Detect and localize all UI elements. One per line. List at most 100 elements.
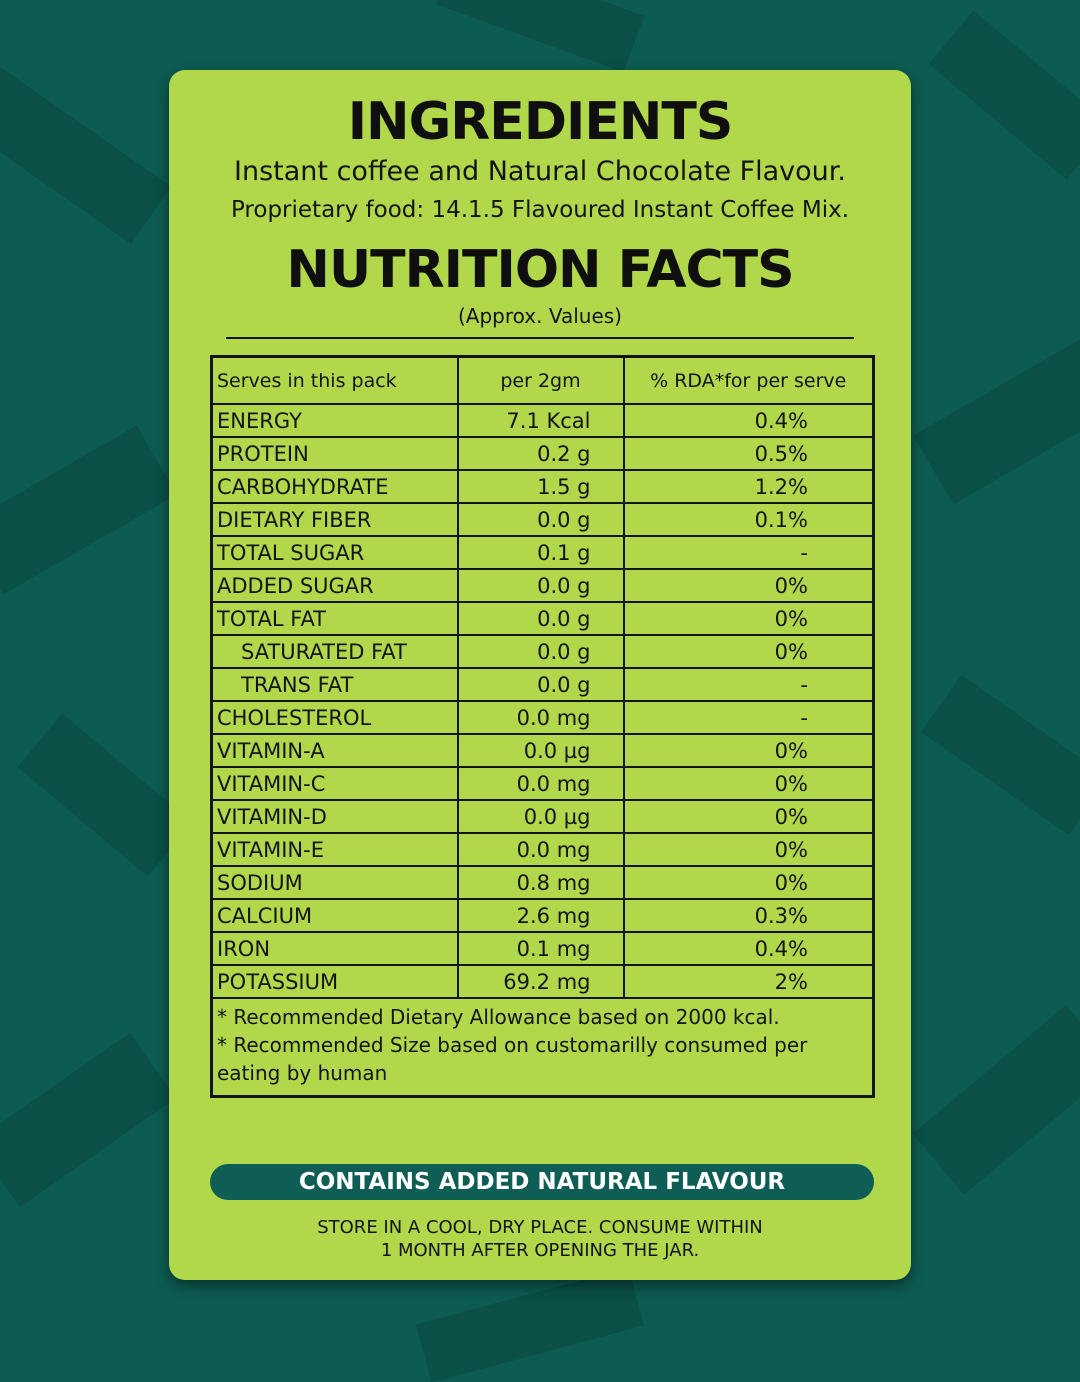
food-category-text: Proprietary food: 14.1.5 Flavoured Insta… xyxy=(230,197,850,223)
table-row: ADDED SUGAR 0.0 g 0% xyxy=(210,568,875,603)
table-row: SODIUM 0.8 mg 0% xyxy=(210,865,875,900)
footnote-rda: * Recommended Dietary Allowance based on… xyxy=(217,1005,780,1029)
background-shape xyxy=(913,335,1080,505)
background-shape xyxy=(17,713,193,877)
storage-instruction-line1: STORE IN A COOL, DRY PLACE. CONSUME WITH… xyxy=(317,1217,763,1238)
nutrient-value: 0.1 mg xyxy=(456,931,625,966)
table-row: DIETARY FIBER 0.0 g 0.1% xyxy=(210,502,875,537)
nutrient-rda: 0% xyxy=(622,601,875,636)
nutrient-value: 0.0 g xyxy=(456,601,625,636)
natural-flavour-banner: CONTAINS ADDED NATURAL FLAVOUR xyxy=(210,1164,874,1200)
background-shape xyxy=(921,674,1080,836)
nutrient-name: TRANS FAT xyxy=(210,667,459,702)
table-header-row: Serves in this pack per 2gm % RDA*for pe… xyxy=(210,355,875,405)
nutrient-name: CHOLESTEROL xyxy=(210,700,459,735)
background-shape xyxy=(435,0,645,73)
nutrient-rda: - xyxy=(622,667,875,702)
table-row: TOTAL FAT 0.0 g 0% xyxy=(210,601,875,636)
table-row: CALCIUM 2.6 mg 0.3% xyxy=(210,898,875,933)
table-row: SATURATED FAT 0.0 g 0% xyxy=(210,634,875,669)
nutrient-name: VITAMIN-A xyxy=(210,733,459,768)
table-row: VITAMIN-C 0.0 mg 0% xyxy=(210,766,875,801)
table-row: VITAMIN-A 0.0 µg 0% xyxy=(210,733,875,768)
nutrient-value: 0.0 g xyxy=(456,502,625,537)
table-row: CARBOHYDRATE 1.5 g 1.2% xyxy=(210,469,875,504)
header-serves: Serves in this pack xyxy=(210,355,459,405)
background-shape xyxy=(0,1032,176,1208)
nutrient-rda: 0% xyxy=(622,634,875,669)
ingredients-title: INGREDIENTS xyxy=(347,92,734,152)
nutrient-value: 0.2 g xyxy=(456,436,625,471)
nutrition-facts-title: NUTRITION FACTS xyxy=(286,240,794,300)
nutrient-rda: 0% xyxy=(622,766,875,801)
nutrient-name: SATURATED FAT xyxy=(210,634,459,669)
nutrient-value: 69.2 mg xyxy=(456,964,625,999)
nutrient-name: VITAMIN-D xyxy=(210,799,459,834)
label-card: INGREDIENTS Instant coffee and Natural C… xyxy=(169,70,911,1280)
footnote-cell: * Recommended Dietary Allowance based on… xyxy=(210,997,875,1098)
nutrient-value: 1.5 g xyxy=(456,469,625,504)
nutrient-value: 0.0 g xyxy=(456,667,625,702)
ingredients-text: Instant coffee and Natural Chocolate Fla… xyxy=(234,156,846,187)
nutrient-value: 0.8 mg xyxy=(456,865,625,900)
nutrient-value: 0.0 g xyxy=(456,634,625,669)
nutrient-name: TOTAL FAT xyxy=(210,601,459,636)
nutrient-name: POTASSIUM xyxy=(210,964,459,999)
table-row: VITAMIN-E 0.0 mg 0% xyxy=(210,832,875,867)
nutrient-value: 7.1 Kcal xyxy=(456,403,625,438)
table-row: CHOLESTEROL 0.0 mg - xyxy=(210,700,875,735)
storage-instruction-line2: 1 MONTH AFTER OPENING THE JAR. xyxy=(380,1240,700,1261)
nutrient-rda: 0% xyxy=(622,799,875,834)
nutrient-name: VITAMIN-E xyxy=(210,832,459,867)
nutrient-rda: 2% xyxy=(622,964,875,999)
nutrient-value: 0.1 g xyxy=(456,535,625,570)
nutrient-value: 0.0 mg xyxy=(456,766,625,801)
nutrient-value: 0.0 mg xyxy=(456,700,625,735)
nutrient-name: TOTAL SUGAR xyxy=(210,535,459,570)
nutrient-name: CARBOHYDRATE xyxy=(210,469,459,504)
nutrient-name: ENERGY xyxy=(210,403,459,438)
nutrient-value: 2.6 mg xyxy=(456,898,625,933)
nutrient-value: 0.0 µg xyxy=(456,799,625,834)
nutrient-rda: - xyxy=(622,700,875,735)
background-shape xyxy=(912,1005,1080,1195)
table-row: PROTEIN 0.2 g 0.5% xyxy=(210,436,875,471)
table-row: TOTAL SUGAR 0.1 g- xyxy=(210,535,875,570)
nutrient-rda: - xyxy=(622,535,875,570)
table-row: IRON 0.1 mg 0.4% xyxy=(210,931,875,966)
nutrient-rda: 0.5% xyxy=(622,436,875,471)
background-shape xyxy=(415,1267,645,1382)
background-shape xyxy=(0,66,172,244)
nutrient-rda: 0.3% xyxy=(622,898,875,933)
nutrient-rda: 0% xyxy=(622,733,875,768)
nutrient-name: SODIUM xyxy=(210,865,459,900)
table-row: ENERGY 7.1 Kcal 0.4% xyxy=(210,403,875,438)
header-rda: % RDA*for per serve xyxy=(622,355,875,405)
nutrient-rda: 0% xyxy=(622,832,875,867)
divider xyxy=(226,337,854,339)
nutrient-name: VITAMIN-C xyxy=(210,766,459,801)
table-row: TRANS FAT 0.0 g- xyxy=(210,667,875,702)
nutrient-rda: 0.4% xyxy=(622,403,875,438)
nutrient-rda: 1.2% xyxy=(622,469,875,504)
table-footnote-row: * Recommended Dietary Allowance based on… xyxy=(210,997,875,1098)
nutrient-name: ADDED SUGAR xyxy=(210,568,459,603)
footnote-size: * Recommended Size based on customarilly… xyxy=(217,1033,808,1085)
nutrient-name: DIETARY FIBER xyxy=(210,502,459,537)
table-row: POTASSIUM 69.2 mg 2% xyxy=(210,964,875,999)
nutrient-rda: 0.4% xyxy=(622,931,875,966)
nutrient-rda: 0% xyxy=(622,568,875,603)
nutrition-subtitle: (Approx. Values) xyxy=(458,304,622,328)
header-per-2gm: per 2gm xyxy=(456,355,625,405)
nutrient-value: 0.0 g xyxy=(456,568,625,603)
nutrient-rda: 0.1% xyxy=(622,502,875,537)
nutrition-table: Serves in this pack per 2gm % RDA*for pe… xyxy=(210,355,875,1098)
nutrient-name: CALCIUM xyxy=(210,898,459,933)
nutrient-value: 0.0 µg xyxy=(456,733,625,768)
nutrient-name: PROTEIN xyxy=(210,436,459,471)
nutrient-value: 0.0 mg xyxy=(456,832,625,867)
nutrient-name: IRON xyxy=(210,931,459,966)
background-shape xyxy=(0,425,177,595)
background-shape xyxy=(928,10,1080,180)
table-row: VITAMIN-D 0.0 µg 0% xyxy=(210,799,875,834)
